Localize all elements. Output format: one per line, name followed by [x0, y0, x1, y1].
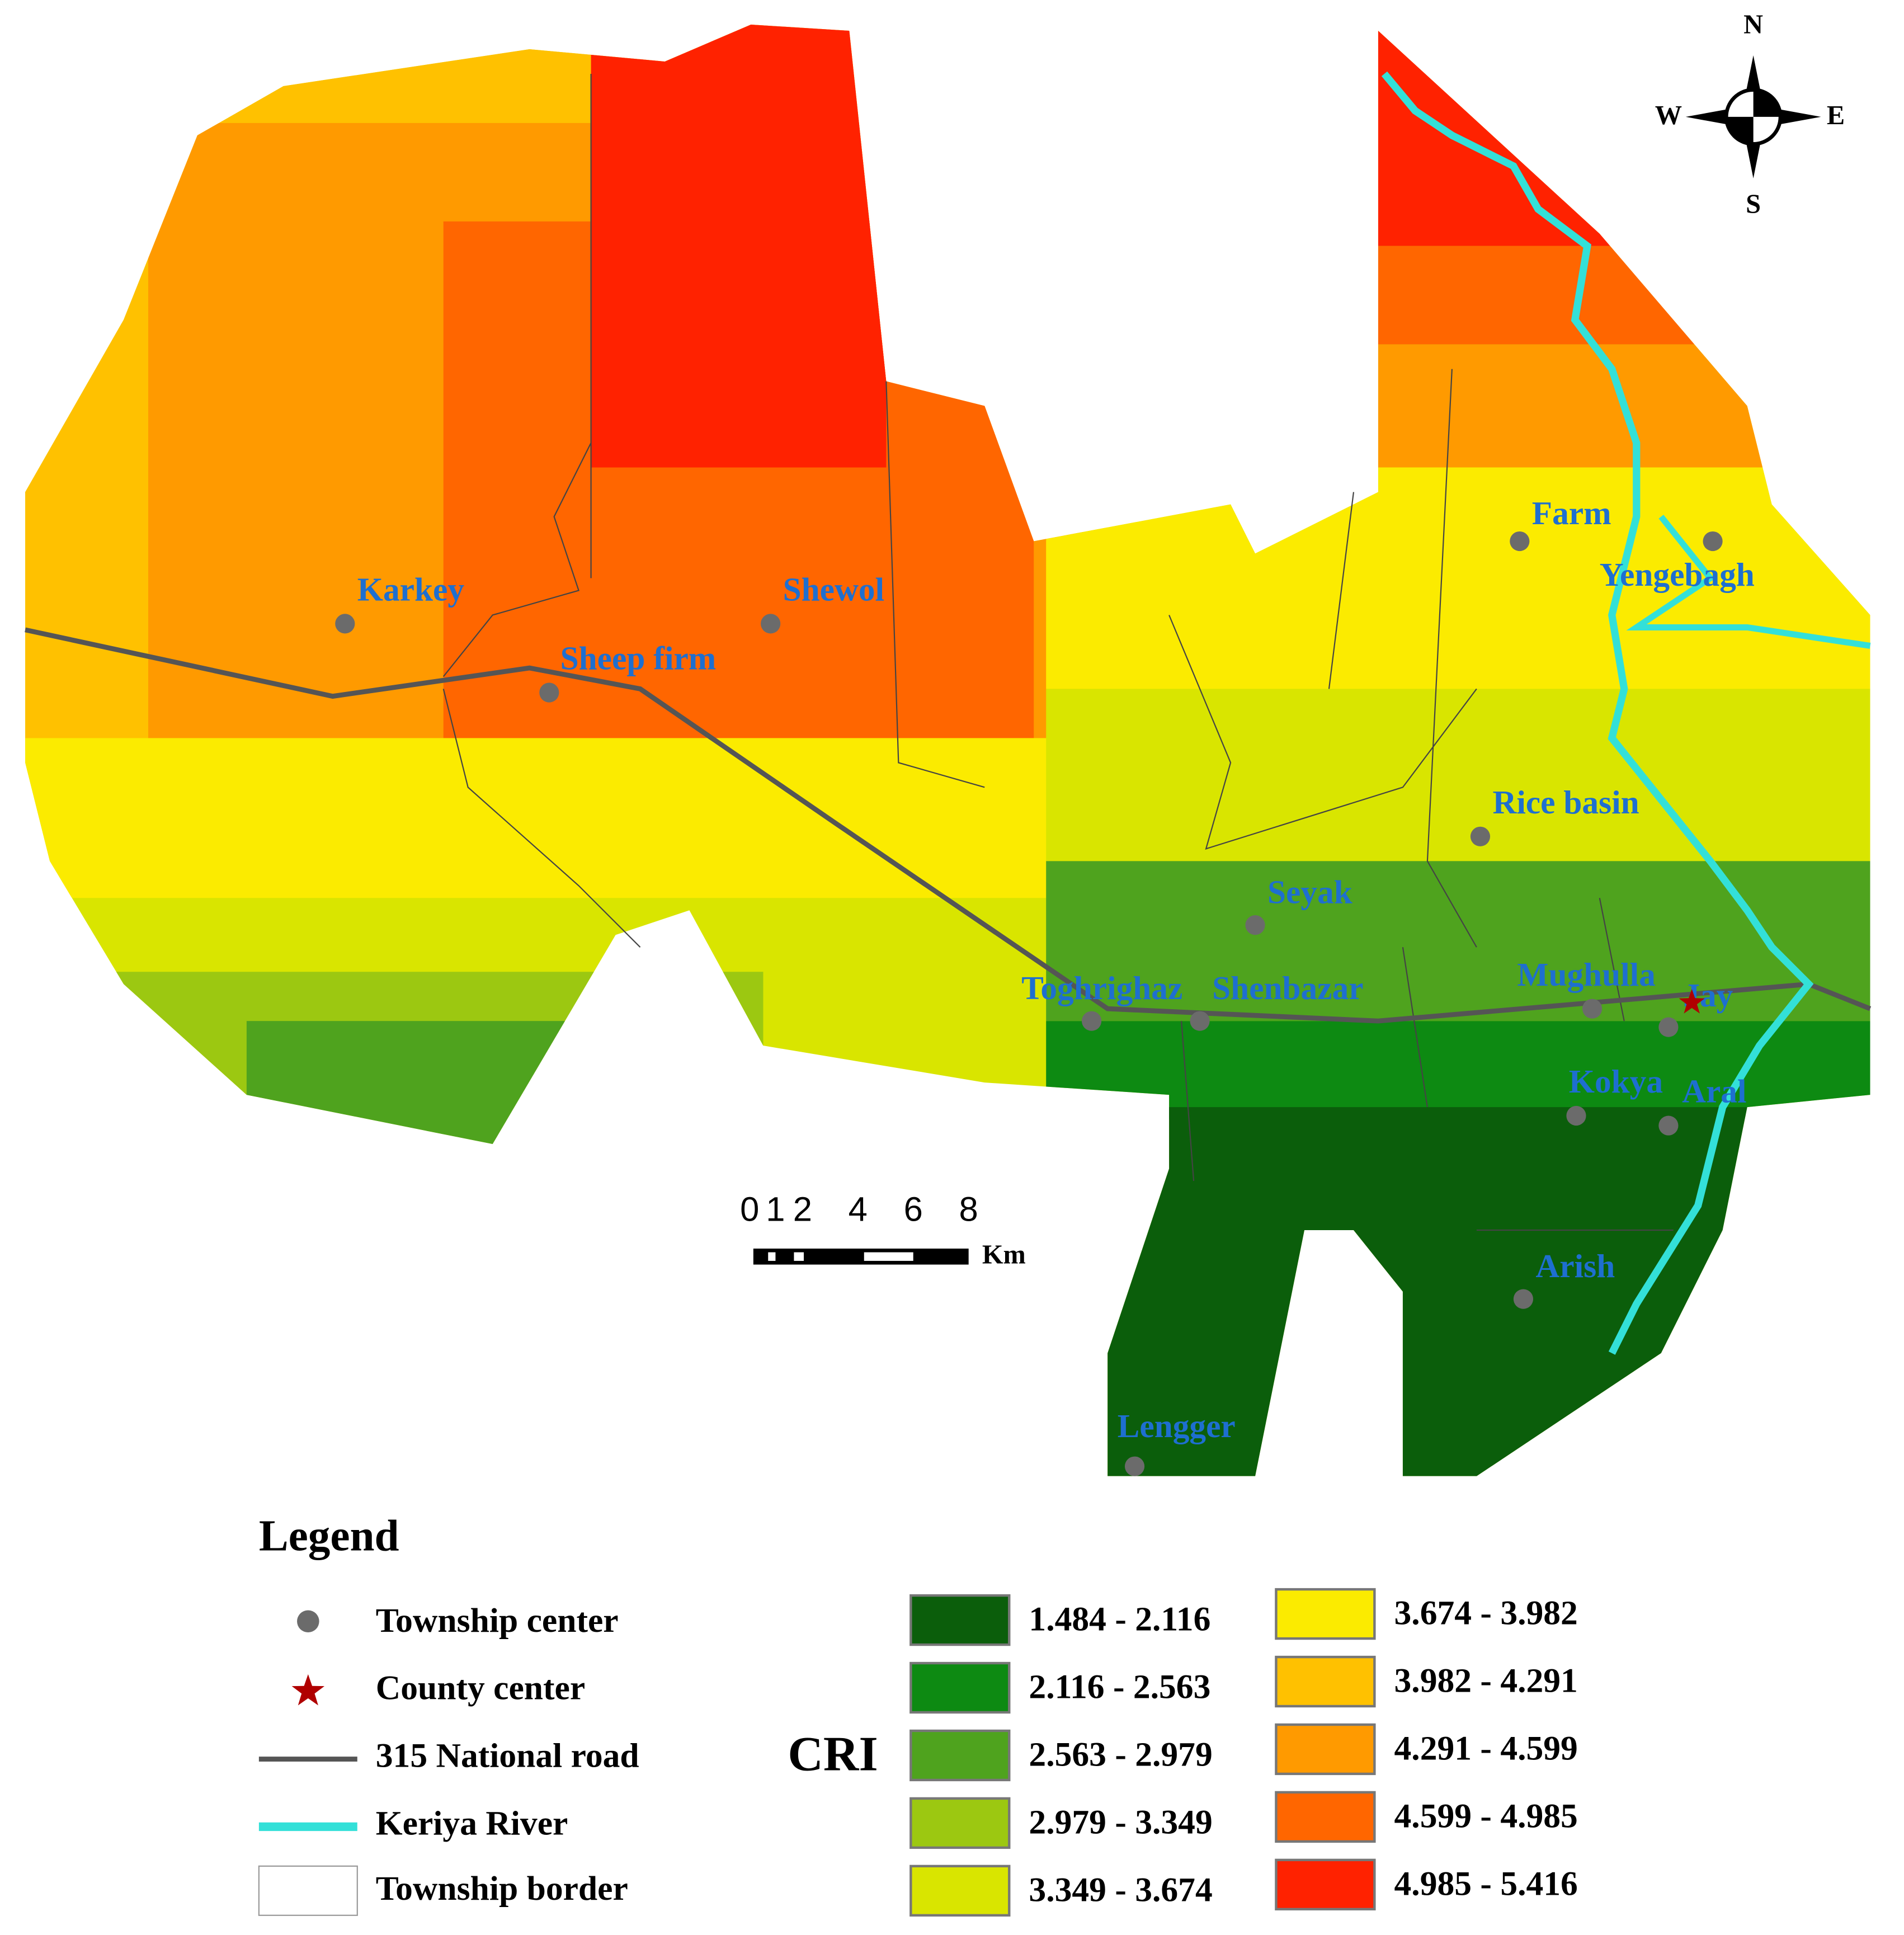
compass-letter: S	[1746, 190, 1761, 219]
cri-swatch	[1275, 1858, 1376, 1911]
cri-class-label: 4.599 - 4.985	[1394, 1797, 1578, 1835]
cri-class-label: 4.985 - 5.416	[1394, 1865, 1578, 1903]
cri-swatch	[1275, 1723, 1376, 1776]
scale-tick-label: 4	[849, 1190, 868, 1228]
place-label: Shewol	[783, 571, 884, 608]
national-road	[25, 627, 1872, 1024]
cri-swatch	[909, 1865, 1011, 1917]
legend-label: 315 National road	[376, 1737, 639, 1775]
legend-label: Township center	[376, 1602, 619, 1640]
cri-class-label: 2.116 - 2.563	[1029, 1668, 1210, 1706]
legend-symbols	[258, 1865, 358, 1916]
place-label: Aral	[1682, 1073, 1746, 1110]
township-dot	[1470, 826, 1491, 846]
place-label: Lengger	[1118, 1407, 1236, 1444]
keriya-river-branch	[1626, 515, 1871, 649]
legend-label: Township border	[376, 1870, 628, 1908]
place-label: Kokya	[1569, 1063, 1663, 1100]
cri-zone	[1353, 246, 1870, 345]
cri-class-label: 2.979 - 3.349	[1029, 1803, 1212, 1841]
cri-swatch	[909, 1729, 1011, 1782]
township-dot	[1703, 531, 1723, 552]
cri-class-label: 3.982 - 4.291	[1394, 1662, 1578, 1700]
scale-unit: Km	[982, 1240, 1026, 1269]
cri-class-label: 2.563 - 2.979	[1029, 1735, 1212, 1773]
township-borders	[442, 73, 1674, 1231]
cri-swatch	[909, 1797, 1011, 1849]
cri-zone	[1046, 467, 1870, 689]
township-dot	[1566, 1105, 1586, 1126]
scale-tick-label: 0	[740, 1190, 759, 1228]
place-label: Rice basin	[1492, 784, 1639, 821]
cri-class-label: 1.484 - 2.116	[1029, 1600, 1210, 1639]
place-label: Shenbazar	[1212, 969, 1363, 1006]
county-center-star	[1679, 988, 1705, 1014]
township-dot	[335, 614, 355, 634]
township-dot	[1245, 915, 1265, 935]
legend-label: County center	[376, 1669, 585, 1707]
place-label: Arish	[1535, 1247, 1615, 1284]
cri-swatch	[909, 1661, 1011, 1714]
township-dot	[539, 682, 559, 703]
cri-label: CRI	[788, 1727, 878, 1782]
place-label: Toghrighaz	[1021, 969, 1182, 1006]
place-label: Yengebagh	[1600, 556, 1755, 593]
township-dot	[1658, 1017, 1679, 1037]
township-dot	[1513, 1289, 1534, 1309]
township-dot	[1190, 1011, 1210, 1031]
compass	[1685, 55, 1821, 178]
cri-swatch	[1275, 1655, 1376, 1708]
place-label: Farm	[1532, 495, 1611, 531]
compass-letter: W	[1655, 101, 1682, 130]
scale-bar	[753, 1248, 969, 1265]
scale-tick-label: 2	[793, 1190, 812, 1228]
legend-dot	[297, 1610, 319, 1633]
scale-tick-label: 1	[766, 1190, 785, 1228]
township-dot	[761, 614, 781, 634]
cri-zone	[1353, 344, 1870, 468]
township-dot	[1658, 1115, 1679, 1136]
keriya-river	[1381, 71, 1814, 1355]
place-label: Karkey	[357, 571, 465, 608]
township-dot	[1510, 531, 1530, 552]
cri-zone	[246, 1021, 616, 1169]
legend-star	[291, 1674, 325, 1706]
legend-title: Legend	[259, 1511, 399, 1560]
cri-zone	[591, 24, 887, 468]
scale-tick-label: 6	[904, 1190, 923, 1228]
cri-zone	[1046, 1021, 1870, 1120]
place-label: Mughulla	[1517, 956, 1655, 993]
legend-label: Keriya River	[376, 1805, 568, 1843]
compass-letter: E	[1827, 101, 1845, 130]
cri-class-label: 3.674 - 3.982	[1394, 1594, 1578, 1632]
township-dot	[1124, 1456, 1145, 1476]
township-dot	[1081, 1011, 1102, 1031]
place-label: Seyak	[1267, 873, 1352, 910]
cri-swatch	[909, 1594, 1011, 1646]
scale-tick-label: 8	[959, 1190, 978, 1228]
cri-zone	[1046, 1107, 1870, 1476]
cri-class-label: 4.291 - 4.599	[1394, 1729, 1578, 1767]
cri-class-label: 3.349 - 3.674	[1029, 1871, 1212, 1909]
cri-swatch	[1275, 1588, 1376, 1640]
cri-swatch	[1275, 1791, 1376, 1843]
cri-zone	[1046, 689, 1870, 861]
township-dot	[1582, 999, 1603, 1019]
place-label: Sheep firm	[560, 640, 717, 677]
cri-zone	[25, 738, 1108, 898]
compass-letter: N	[1743, 10, 1763, 39]
